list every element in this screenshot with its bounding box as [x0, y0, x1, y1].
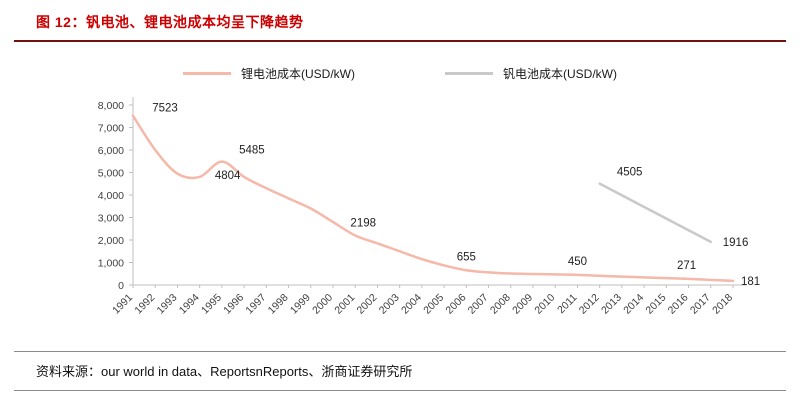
svg-text:2003: 2003: [377, 292, 402, 317]
chart-legend: 锂电池成本(USD/kW) 钒电池成本(USD/kW): [14, 62, 786, 84]
svg-text:1995: 1995: [199, 292, 224, 317]
svg-text:3,000: 3,000: [98, 213, 124, 225]
svg-text:181: 181: [741, 276, 760, 288]
svg-text:1994: 1994: [177, 292, 202, 317]
svg-text:8,000: 8,000: [98, 100, 124, 112]
svg-text:1993: 1993: [155, 292, 180, 317]
svg-text:7,000: 7,000: [98, 123, 124, 135]
svg-text:2008: 2008: [488, 292, 513, 317]
source-note: 资料来源：our world in data、ReportsnReports、浙…: [36, 364, 413, 379]
svg-text:2010: 2010: [532, 292, 557, 317]
svg-text:5485: 5485: [239, 145, 265, 157]
svg-text:5,000: 5,000: [98, 168, 124, 180]
figure-title: 图 12：钒电池、锂电池成本均呈下降趋势: [36, 14, 304, 30]
svg-text:1992: 1992: [132, 292, 157, 317]
legend-item-lithium: 锂电池成本(USD/kW): [183, 65, 355, 82]
svg-text:2002: 2002: [355, 292, 380, 317]
svg-text:271: 271: [677, 260, 696, 272]
svg-text:4804: 4804: [215, 170, 241, 182]
svg-text:450: 450: [568, 256, 587, 268]
legend-item-vanadium: 钒电池成本(USD/kW): [445, 65, 617, 82]
lithium-line-swatch: [183, 71, 231, 75]
svg-text:2009: 2009: [510, 292, 535, 317]
svg-text:1991: 1991: [110, 292, 135, 317]
svg-text:2014: 2014: [621, 292, 646, 317]
svg-text:6,000: 6,000: [98, 145, 124, 157]
svg-text:2004: 2004: [399, 292, 424, 317]
chart-area: 0 1,000 2,000 3,000 4,000 5,000 6,000 7,000 8,00…: [14, 90, 786, 347]
svg-text:655: 655: [457, 251, 476, 263]
svg-text:1997: 1997: [243, 292, 268, 317]
cost-trend-chart-svg: 0 1,000 2,000 3,000 4,000 5,000 6,000 7,000 8,00…: [98, 97, 760, 317]
svg-text:2012: 2012: [577, 292, 602, 317]
svg-text:4,000: 4,000: [98, 190, 124, 202]
footer: 资料来源：our world in data、ReportsnReports、浙…: [14, 351, 786, 391]
header: 图 12：钒电池、锂电池成本均呈下降趋势: [14, 8, 786, 42]
svg-text:2015: 2015: [643, 292, 668, 317]
svg-text:2006: 2006: [443, 292, 468, 317]
svg-text:1916: 1916: [723, 237, 749, 249]
svg-text:2013: 2013: [599, 292, 624, 317]
svg-text:1998: 1998: [266, 292, 291, 317]
svg-text:2016: 2016: [666, 292, 691, 317]
svg-text:1,000: 1,000: [98, 258, 124, 270]
svg-text:4505: 4505: [617, 167, 643, 179]
svg-text:2017: 2017: [688, 292, 713, 317]
svg-text:1996: 1996: [221, 292, 246, 317]
svg-text:2001: 2001: [332, 292, 357, 317]
svg-text:7523: 7523: [152, 103, 178, 115]
vanadium-line-swatch: [445, 71, 493, 75]
svg-text:2018: 2018: [710, 292, 735, 317]
svg-text:2000: 2000: [310, 292, 335, 317]
svg-text:0: 0: [118, 280, 124, 292]
legend-label-lithium: 锂电池成本(USD/kW): [241, 66, 355, 81]
legend-label-vanadium: 钒电池成本(USD/kW): [503, 66, 617, 81]
svg-text:1999: 1999: [288, 292, 313, 317]
svg-text:2005: 2005: [421, 292, 446, 317]
svg-text:2007: 2007: [466, 292, 491, 317]
svg-text:2198: 2198: [350, 218, 376, 230]
svg-text:2,000: 2,000: [98, 235, 124, 247]
svg-text:2011: 2011: [555, 292, 580, 317]
